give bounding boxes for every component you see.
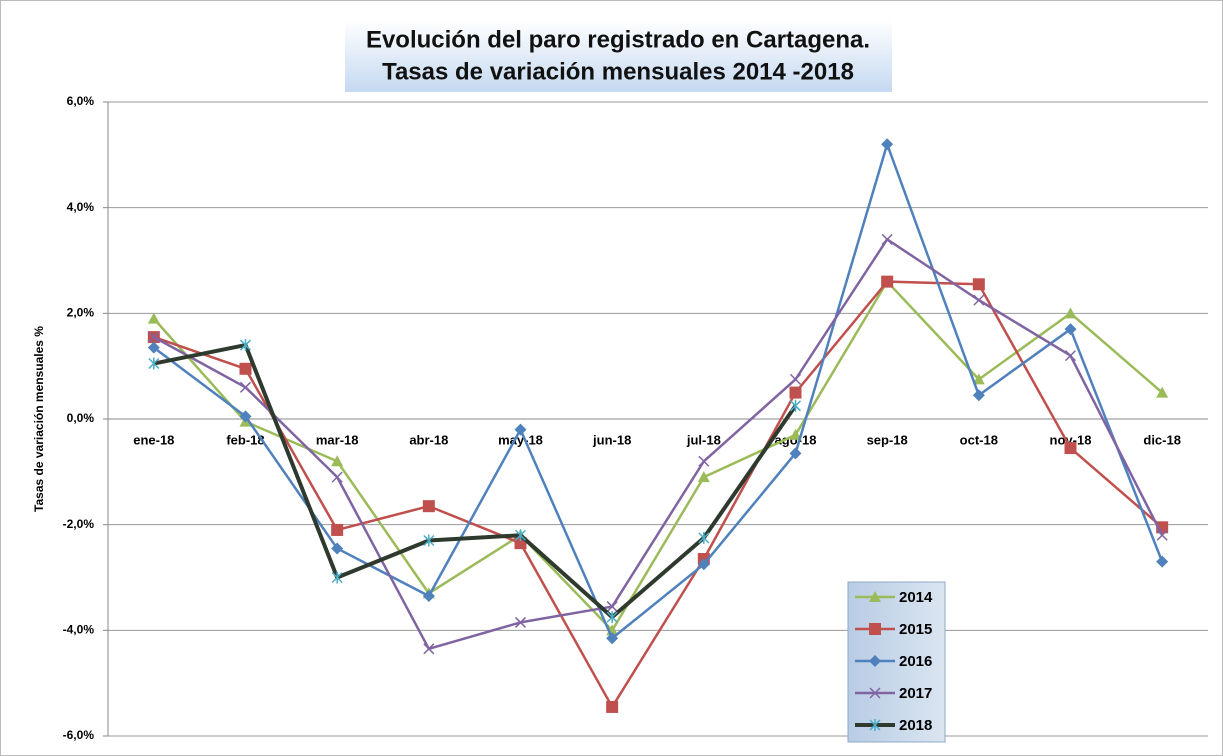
series-line bbox=[153, 238, 1164, 651]
marker bbox=[1156, 386, 1169, 398]
marker bbox=[514, 616, 527, 628]
x-tick-label: jul-18 bbox=[686, 432, 721, 447]
y-tick-label: 0,0% bbox=[67, 411, 95, 425]
x-tick-label: mar-18 bbox=[316, 432, 359, 447]
marker bbox=[147, 341, 160, 354]
title-box bbox=[345, 20, 892, 92]
x-tick-label: sep-18 bbox=[867, 432, 908, 447]
marker bbox=[972, 373, 985, 385]
legend-label: 2018 bbox=[899, 717, 932, 734]
marker bbox=[869, 591, 881, 602]
marker bbox=[1156, 555, 1169, 568]
marker bbox=[881, 233, 893, 245]
legend-label: 2016 bbox=[899, 653, 932, 670]
legend-label: 2015 bbox=[899, 621, 932, 638]
marker bbox=[514, 529, 527, 542]
legend: 2014 2015 2016 2017 2018 bbox=[847, 581, 946, 743]
x-tick-label: ene-18 bbox=[133, 432, 174, 447]
marker bbox=[698, 531, 710, 544]
marker bbox=[331, 571, 343, 584]
legend-label: 2014 bbox=[899, 589, 933, 606]
series-line bbox=[153, 343, 798, 620]
marker bbox=[423, 534, 435, 547]
marker bbox=[789, 447, 802, 460]
marker bbox=[1064, 323, 1077, 336]
marker bbox=[514, 423, 527, 436]
marker bbox=[331, 471, 343, 483]
chart-title: Evolución del paro registrado en Cartage… bbox=[366, 26, 870, 53]
series-line bbox=[153, 280, 1163, 709]
marker bbox=[698, 455, 710, 467]
marker bbox=[697, 558, 710, 571]
marker bbox=[422, 589, 435, 602]
marker bbox=[1064, 307, 1077, 319]
series bbox=[148, 339, 802, 624]
x-tick-label: oct-18 bbox=[960, 432, 998, 447]
marker bbox=[697, 471, 710, 483]
x-tick-label: nov-18 bbox=[1050, 432, 1092, 447]
marker bbox=[331, 523, 344, 536]
marker bbox=[789, 399, 802, 412]
marker bbox=[606, 700, 619, 713]
series-line bbox=[152, 280, 1163, 632]
marker bbox=[147, 312, 160, 324]
series bbox=[148, 233, 1168, 655]
marker bbox=[239, 362, 252, 375]
marker bbox=[973, 294, 985, 306]
marker bbox=[789, 373, 802, 385]
marker bbox=[881, 138, 894, 151]
series-line bbox=[153, 143, 1164, 640]
marker bbox=[1064, 442, 1077, 455]
marker bbox=[422, 500, 435, 513]
marker bbox=[239, 410, 252, 423]
marker bbox=[1156, 529, 1168, 541]
marker bbox=[869, 687, 881, 699]
marker bbox=[606, 632, 619, 645]
marker bbox=[239, 381, 252, 393]
x-tick-label: feb-18 bbox=[226, 432, 264, 447]
marker bbox=[331, 542, 344, 555]
marker bbox=[869, 623, 881, 635]
marker bbox=[331, 455, 344, 467]
x-tick-label: may-18 bbox=[498, 432, 543, 447]
marker bbox=[1064, 350, 1077, 362]
marker bbox=[606, 601, 618, 613]
plot bbox=[147, 138, 1169, 713]
y-axis-label: Tasas de variación mensuales % bbox=[32, 326, 46, 512]
series bbox=[147, 138, 1169, 645]
marker bbox=[869, 655, 881, 667]
legend-label: 2017 bbox=[899, 685, 932, 702]
marker bbox=[869, 719, 881, 731]
marker bbox=[148, 331, 160, 343]
y-tick-label: 4,0% bbox=[67, 200, 95, 214]
marker bbox=[972, 389, 985, 402]
x-tick-label: abr-18 bbox=[409, 432, 448, 447]
y-tick-label: 2,0% bbox=[67, 306, 95, 320]
marker bbox=[789, 428, 802, 440]
y-tick-label: 6,0% bbox=[67, 94, 95, 108]
y-tick-label: -4,0% bbox=[63, 623, 95, 637]
grid: -6,0% -4,0% -2,0% 0,0% 2,0% 4,0% 6,0% ene-18 feb… bbox=[63, 94, 1208, 742]
marker bbox=[789, 386, 802, 399]
marker bbox=[606, 611, 618, 624]
x-tick-label: dic-18 bbox=[1143, 432, 1181, 447]
chart-subtitle: Tasas de variación mensuales 2014 -2018 bbox=[382, 58, 854, 85]
x-tick-label: ago-18 bbox=[775, 432, 817, 447]
marker bbox=[972, 278, 985, 291]
y-tick-label: -2,0% bbox=[63, 517, 95, 531]
marker bbox=[423, 643, 435, 655]
marker bbox=[239, 339, 252, 352]
y-tick-label: -6,0% bbox=[63, 728, 95, 742]
marker bbox=[881, 275, 894, 288]
x-tick-label: jun-18 bbox=[592, 432, 631, 447]
marker bbox=[148, 357, 160, 370]
